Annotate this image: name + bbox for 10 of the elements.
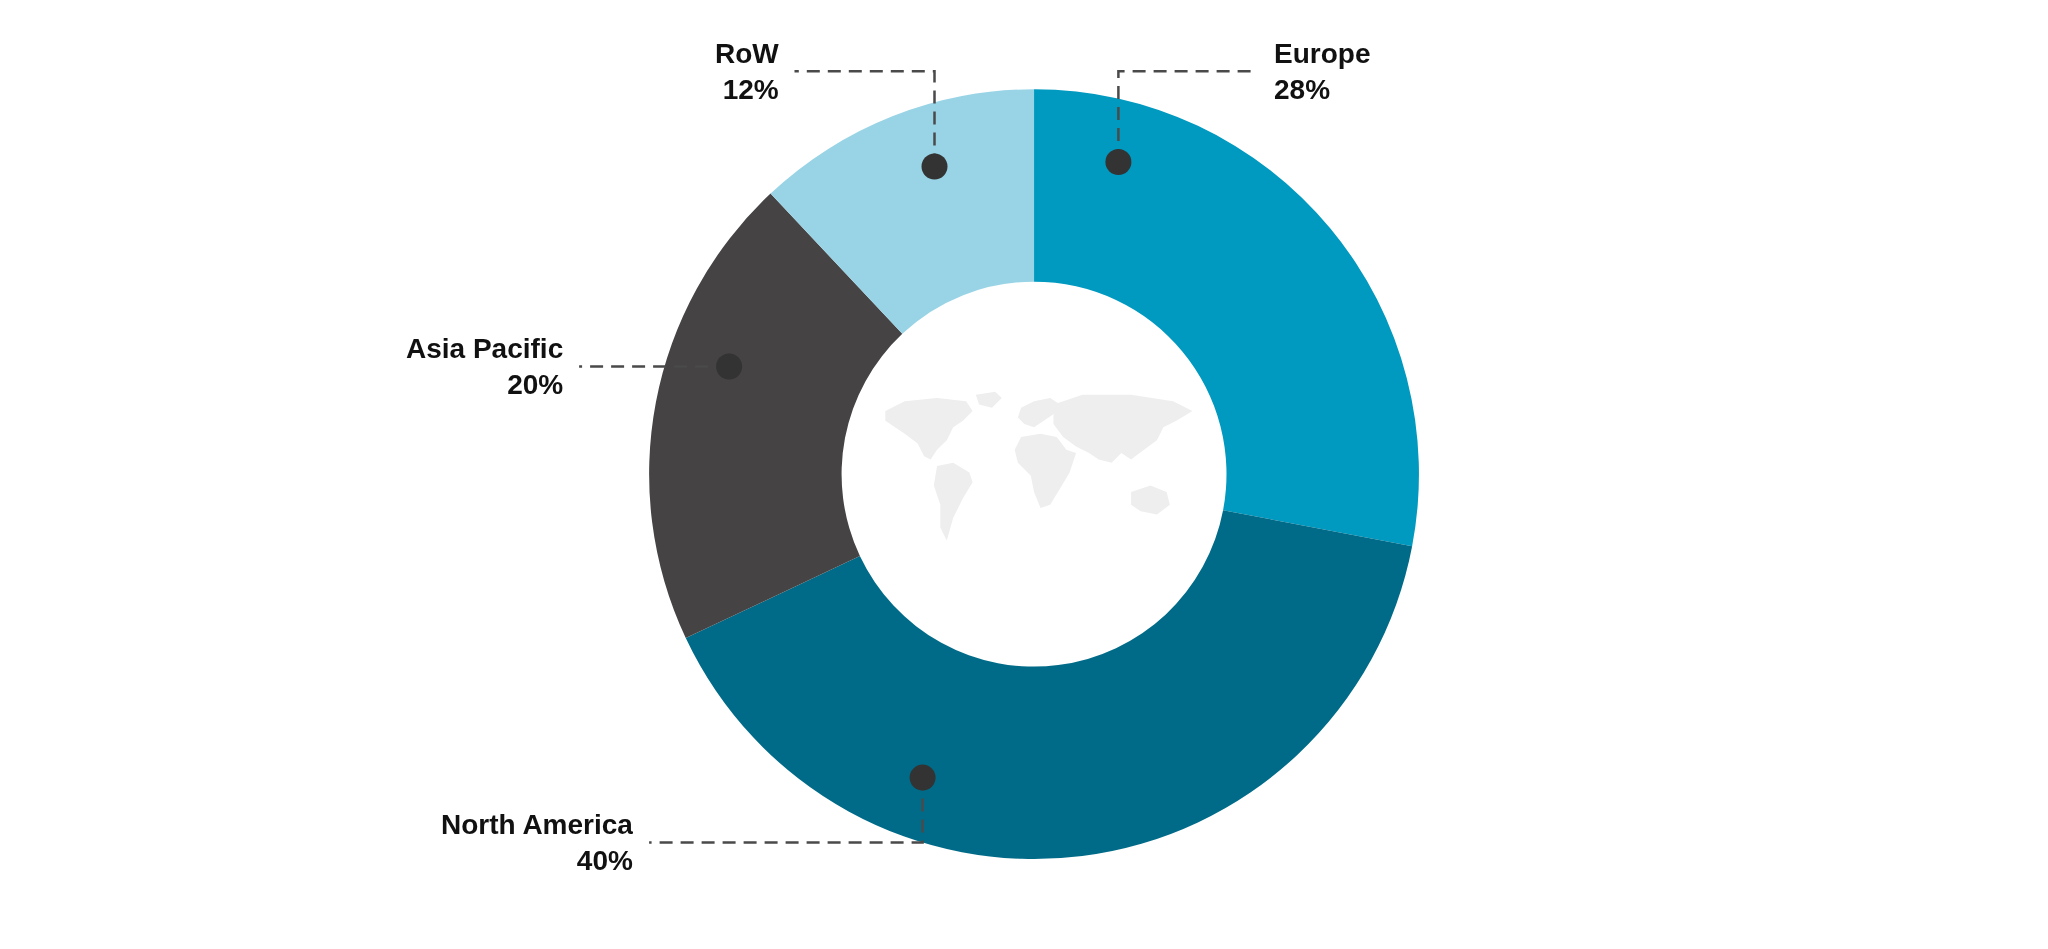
slice-label: RoW xyxy=(715,38,780,69)
data-label: 12% xyxy=(722,74,779,106)
slice-label: North America xyxy=(441,809,634,840)
data-label: 40% xyxy=(576,845,633,877)
donut-slice xyxy=(685,510,1413,860)
slice-label: Europe xyxy=(1274,38,1371,69)
slice-label: Asia Pacific xyxy=(406,333,564,364)
data-label: 28% xyxy=(1274,74,1331,106)
donut-slice xyxy=(649,193,903,639)
data-label: 20% xyxy=(507,369,564,401)
